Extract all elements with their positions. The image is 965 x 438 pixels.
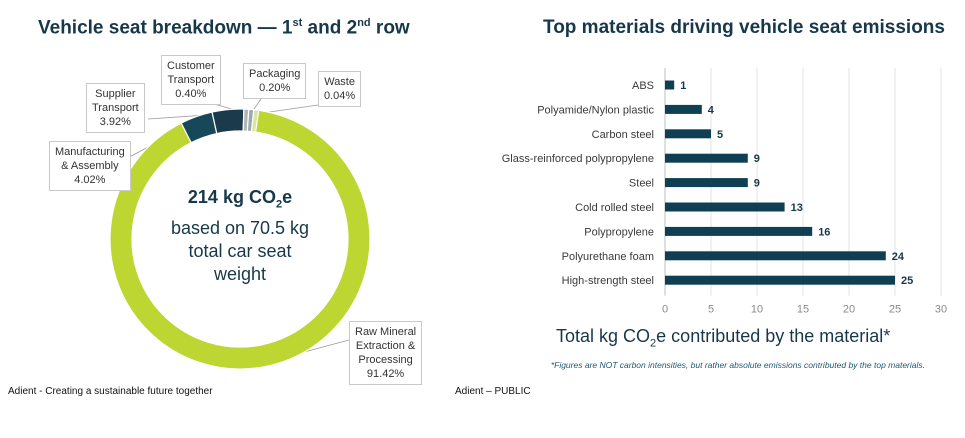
x-tick-label: 25 bbox=[889, 304, 901, 316]
bar bbox=[665, 129, 711, 139]
callout-packaging: Packaging 0.20% bbox=[243, 63, 307, 99]
bar bbox=[665, 178, 748, 188]
bar bbox=[665, 202, 785, 212]
x-tick-label: 5 bbox=[708, 304, 714, 316]
bar-value-label: 13 bbox=[791, 202, 803, 214]
bar bbox=[665, 80, 675, 90]
donut-center-text: 214 kg CO2e based on 70.5 kg total car s… bbox=[150, 186, 330, 286]
center-line-3: total car seat bbox=[188, 240, 292, 261]
x-tick-label: 30 bbox=[935, 304, 947, 316]
category-label: Polypropylene bbox=[584, 226, 654, 238]
bar-value-label: 4 bbox=[708, 104, 715, 116]
category-label: Glass-reinforced polypropylene bbox=[502, 153, 654, 165]
x-tick-label: 0 bbox=[662, 304, 668, 316]
center-line-4: weight bbox=[213, 263, 267, 284]
callout-customer-transport: Customer Transport 0.40% bbox=[161, 55, 221, 105]
x-tick-label: 10 bbox=[751, 304, 763, 316]
category-label: Polyurethane foam bbox=[562, 251, 654, 263]
callout-raw-mineral: Raw Mineral Extraction & Processing 91.4… bbox=[349, 321, 423, 385]
category-label: Steel bbox=[629, 178, 654, 190]
x-axis-title: Total kg CO2e contributed by the materia… bbox=[556, 326, 891, 350]
bar-value-label: 16 bbox=[818, 226, 830, 238]
callout-waste: Waste 0.04% bbox=[318, 71, 362, 107]
category-label: ABS bbox=[632, 80, 654, 92]
x-tick-label: 15 bbox=[797, 304, 809, 316]
category-label: Cold rolled steel bbox=[575, 202, 654, 214]
bar-chart-title: Top materials driving vehicle seat emiss… bbox=[543, 17, 945, 38]
category-label: Carbon steel bbox=[592, 129, 654, 141]
category-label: Polyamide/Nylon plastic bbox=[537, 104, 654, 116]
bar bbox=[665, 153, 748, 163]
donut-chart-title: Vehicle seat breakdown — 1st and 2nd row bbox=[38, 17, 410, 39]
bar bbox=[665, 226, 813, 236]
footnote: *Figures are NOT carbon intensities, but… bbox=[550, 360, 925, 370]
callout-supplier-transport: Supplier Transport 3.92% bbox=[86, 83, 145, 133]
footer-tagline: Adient - Creating a sustainable future t… bbox=[8, 386, 213, 397]
bar bbox=[665, 251, 886, 261]
footer-classification: Adient – PUBLIC bbox=[455, 386, 531, 397]
bar bbox=[665, 275, 895, 285]
callout-manufacturing: Manufacturing & Assembly 4.02% bbox=[49, 141, 131, 191]
total-emissions: 214 kg CO2e bbox=[187, 187, 293, 211]
bar bbox=[665, 104, 702, 114]
x-tick-label: 20 bbox=[843, 304, 855, 316]
bar-value-label: 5 bbox=[717, 129, 723, 141]
bar-value-label: 24 bbox=[892, 251, 905, 263]
total-weight-line: based on 70.5 kg bbox=[170, 217, 310, 238]
bar-value-label: 1 bbox=[680, 80, 686, 92]
category-label: High-strength steel bbox=[562, 275, 654, 287]
bar-value-label: 9 bbox=[754, 153, 760, 165]
bar-value-label: 9 bbox=[754, 178, 760, 190]
bar-value-label: 25 bbox=[901, 275, 913, 287]
